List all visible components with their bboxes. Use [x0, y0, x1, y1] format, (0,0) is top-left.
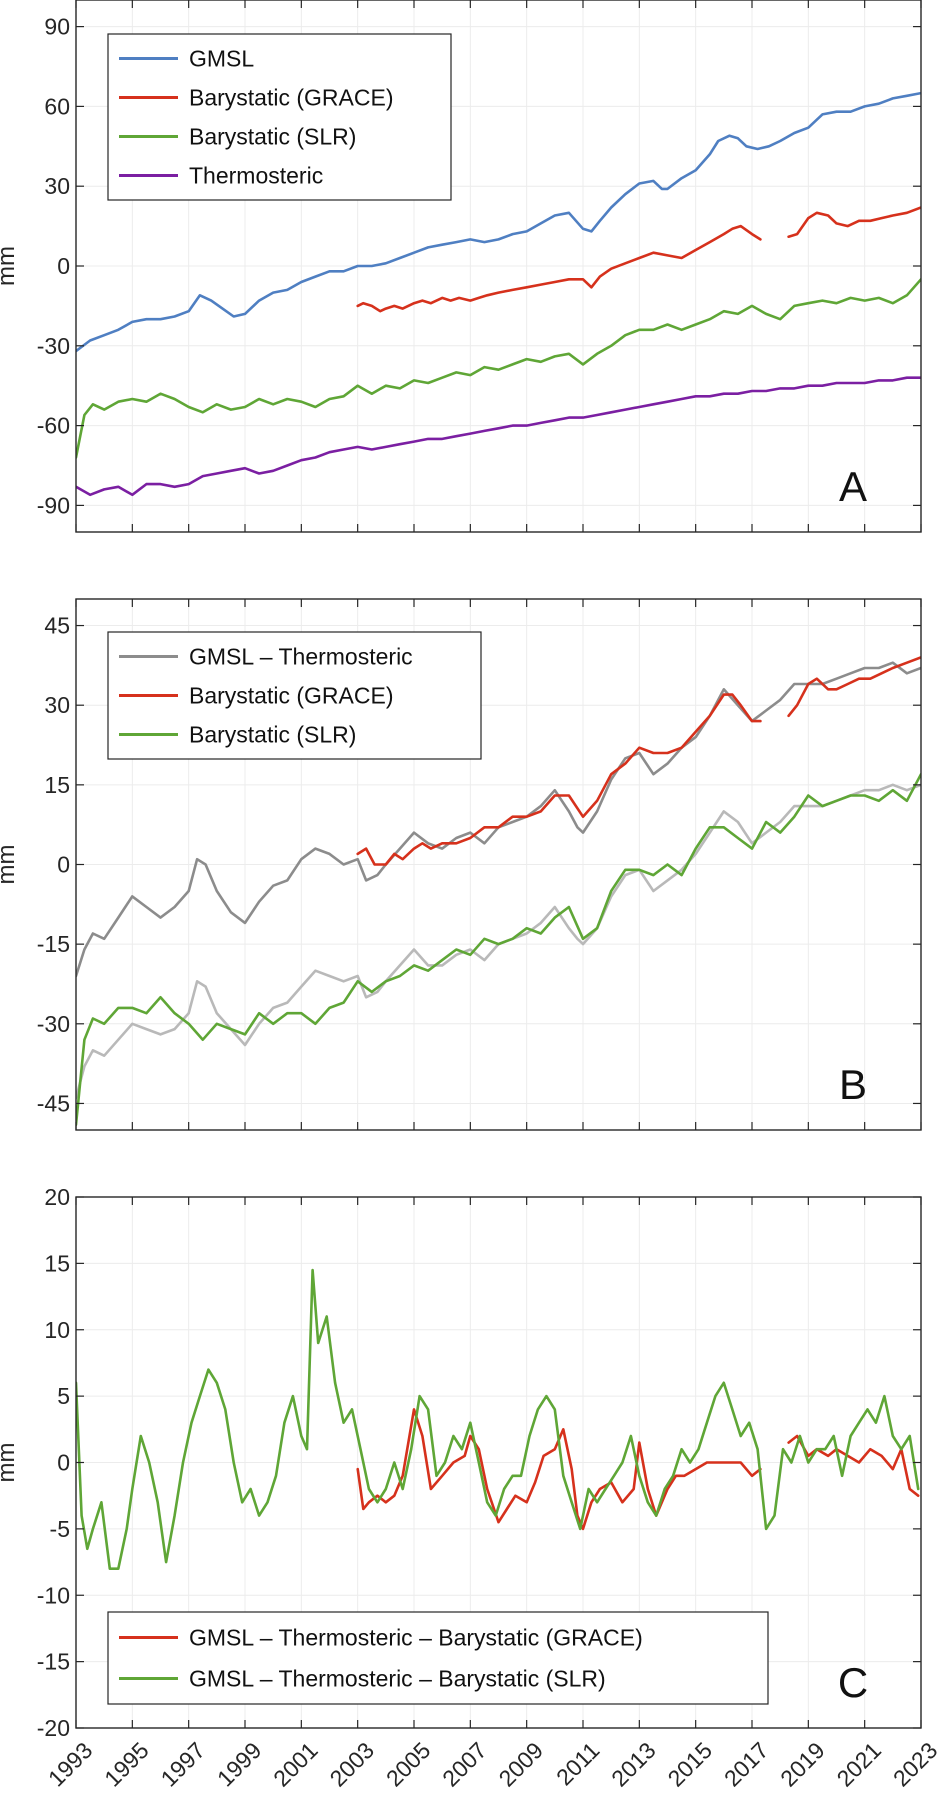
- series-line-slr: [76, 772, 921, 1126]
- x-tick-label: 2019: [775, 1737, 830, 1792]
- y-tick-label: 5: [57, 1383, 70, 1409]
- series-line-slr: [76, 278, 921, 459]
- y-axis-label: mm: [0, 1443, 20, 1483]
- legend: GMSL Barystatic (GRACE) Barystatic (SLR) Th…: [107, 33, 452, 201]
- legend: GMSL – Thermosteric – Barystatic (GRACE)…: [107, 1611, 769, 1705]
- y-tick-label: -60: [37, 413, 70, 439]
- y-axis-label: mm: [0, 845, 20, 885]
- x-tick-label: 2011: [551, 1737, 604, 1790]
- y-tick-label: 0: [57, 852, 70, 878]
- y-tick-label: -10: [37, 1582, 70, 1608]
- y-tick-label: 15: [44, 772, 70, 798]
- series-line-gmsl-minus-thermo-light: [76, 783, 921, 1100]
- y-tick-label: 20: [44, 1184, 70, 1210]
- panel-letter: A: [839, 463, 867, 510]
- panel-letter: C: [838, 1659, 868, 1706]
- y-tick-label: 60: [44, 93, 70, 119]
- legend-box: [107, 33, 452, 201]
- y-tick-label: 45: [44, 613, 70, 639]
- panel-b: 45 30 15 0 -15 -30 -45 mm B GMSL – Thermosteric Ba…: [0, 598, 922, 1131]
- legend-box: [107, 1611, 769, 1705]
- legend-label: GMSL – Thermosteric: [189, 644, 413, 670]
- x-tick-label: 2001: [268, 1737, 323, 1792]
- x-tick-label: 1995: [99, 1737, 154, 1792]
- legend-label: GMSL: [189, 46, 254, 72]
- y-tick-label: 90: [44, 14, 70, 40]
- panel-a: 90 60 30 0 -30 -60 -90 mm A GMSL Barystatic (GRACE…: [0, 0, 922, 533]
- legend-label: Barystatic (SLR): [189, 722, 356, 748]
- x-tick-label: 1999: [212, 1737, 267, 1792]
- series-line-grace: [356, 206, 921, 313]
- x-tick-label: 2005: [381, 1737, 436, 1792]
- x-tick-label: 2013: [606, 1737, 661, 1792]
- series-line-gmsl: [76, 91, 921, 353]
- x-tick-label: 2009: [494, 1737, 549, 1792]
- y-tick-label: -15: [37, 1649, 70, 1675]
- y-tick-label: -45: [37, 1090, 70, 1116]
- y-tick-label: -30: [37, 1011, 70, 1037]
- series-line-grace: [356, 656, 921, 866]
- y-tick-label: 10: [44, 1317, 70, 1343]
- series-line-gmsl-minus-thermo: [76, 661, 921, 978]
- y-tick-label: -30: [37, 333, 70, 359]
- y-tick-label: -90: [37, 492, 70, 518]
- panel-c: 20 15 10 5 0 -5 -10 -15 -20 mm C GMSL – Thermosteri…: [0, 1184, 922, 1741]
- legend-label: Thermosteric: [189, 163, 323, 189]
- x-tick-label: 2015: [663, 1737, 718, 1792]
- y-tick-label: 30: [44, 173, 70, 199]
- y-tick-label: -5: [50, 1516, 70, 1542]
- legend-label: Barystatic (SLR): [189, 124, 356, 150]
- y-tick-label: 15: [44, 1250, 70, 1276]
- x-tick-label: 1993: [43, 1737, 98, 1792]
- legend-label: Barystatic (GRACE): [189, 683, 393, 709]
- y-tick-label: -20: [37, 1715, 70, 1741]
- legend-label: GMSL – Thermosteric – Barystatic (SLR): [189, 1666, 606, 1692]
- series-line-slr: [76, 1268, 920, 1570]
- y-tick-label: 0: [57, 1450, 70, 1476]
- x-tick-label: 2017: [719, 1737, 774, 1792]
- legend-label: Barystatic (GRACE): [189, 85, 393, 111]
- x-tick-label: 2003: [325, 1737, 380, 1792]
- x-tick-label: 1997: [156, 1737, 211, 1792]
- y-tick-label: -15: [37, 931, 70, 957]
- y-tick-label: 0: [57, 253, 70, 279]
- x-tick-label: 2007: [437, 1737, 492, 1792]
- panel-letter: B: [839, 1061, 867, 1108]
- legend-label: GMSL – Thermosteric – Barystatic (GRACE): [189, 1625, 643, 1651]
- legend: GMSL – Thermosteric Barystatic (GRACE) Bar…: [107, 631, 482, 760]
- series-line-thermo: [76, 376, 921, 497]
- y-axis-label: mm: [0, 246, 20, 286]
- y-tick-label: 30: [44, 692, 70, 718]
- x-tick-label: 2023: [888, 1737, 943, 1792]
- x-tick-label: 2021: [832, 1737, 887, 1792]
